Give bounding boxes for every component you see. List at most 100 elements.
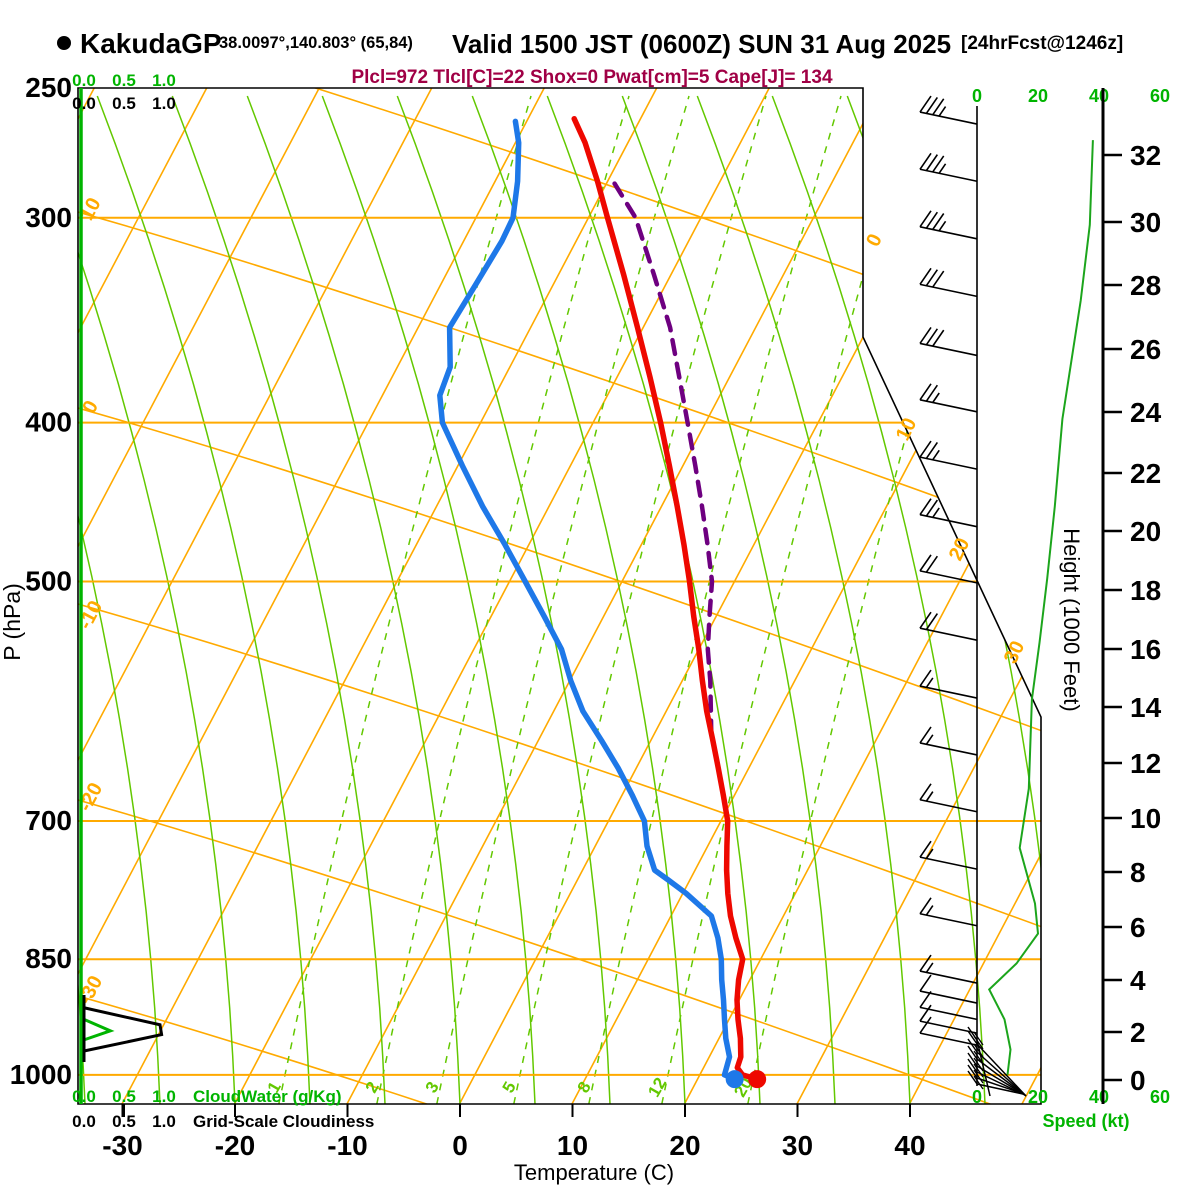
mixing-ratio-line [376, 95, 630, 1104]
height-tick-label: 2 [1130, 1017, 1146, 1048]
height-tick-label: 26 [1130, 334, 1161, 365]
height-axis-title: Height (1000 Feet) [1059, 528, 1084, 711]
wind-barb [919, 611, 978, 641]
cloud-scale-label: 0.5 [112, 94, 136, 113]
grid-label: 0 [862, 231, 887, 251]
temperature-tick-label: 30 [782, 1130, 813, 1161]
valid-time: Valid 1500 JST (0600Z) SUN 31 Aug 2025 [452, 29, 951, 59]
grid-label: 20 [945, 535, 975, 565]
mixing-ratio-line [278, 95, 532, 1104]
moist-adiabat-line [621, 95, 836, 1104]
cloud-scale-label: 0.0 [72, 71, 96, 90]
grid-label: 2 [362, 1078, 383, 1096]
cloud-scale-label: 1.0 [152, 1087, 176, 1106]
height-tick-label: 32 [1130, 140, 1161, 171]
cloud-scale-label: 0.5 [112, 1087, 136, 1106]
cloudwater-profile [83, 1018, 115, 1042]
cloud-scale-label: 1.0 [152, 71, 176, 90]
cloud-profiles [79, 88, 164, 1104]
station-bullet-icon [57, 36, 71, 50]
isotherm-line [571, 88, 1041, 1104]
wind-barb [919, 267, 978, 298]
moist-adiabat-line [321, 95, 536, 1104]
grid-label: 30 [1000, 638, 1030, 668]
pressure-tick-label: 1000 [10, 1059, 72, 1090]
grid-label: 5 [499, 1078, 520, 1096]
speed-axis-title: Speed (kt) [1042, 1111, 1129, 1131]
grid-label: 12 [644, 1074, 670, 1100]
dry-adiabat-line [78, 799, 1041, 1104]
pressure-tick-label: 250 [25, 72, 72, 103]
plot-border [77, 87, 1042, 1105]
wind-speed-curve [987, 140, 1094, 1076]
moist-adiabat-line [96, 95, 311, 1104]
station-coordinates: 38.0097°,140.803° (65,84) [219, 34, 413, 52]
temperature-tick-label: 0 [452, 1130, 468, 1161]
height-tick-label: 20 [1130, 516, 1161, 547]
speed-tick-label: 60 [1150, 86, 1170, 106]
temperature-tick-label: -30 [102, 1130, 142, 1161]
wind-barb [919, 726, 978, 756]
moist-adiabat-line [771, 95, 986, 1104]
height-tick-label: 10 [1130, 803, 1161, 834]
cloud-scale-label: 0.5 [112, 71, 136, 90]
mixing-ratio-line [747, 95, 1001, 1104]
parcel-curve [610, 179, 715, 737]
height-tick-label: 14 [1130, 692, 1162, 723]
height-tick-label: 24 [1130, 397, 1162, 428]
wind-barb [919, 974, 978, 1004]
temperature-tick-label: -10 [327, 1130, 367, 1161]
height-tick-label: 6 [1130, 912, 1146, 943]
temperature-tick-label: -20 [215, 1130, 255, 1161]
isotherm-line [346, 88, 883, 1104]
wind-barb [919, 990, 978, 1021]
wind-barb [919, 1016, 978, 1046]
moist-adiabat-line [396, 95, 611, 1104]
cloud-scale-label: 1.0 [152, 1112, 176, 1131]
height-tick-label: 30 [1130, 207, 1161, 238]
moist-adiabat-line [78, 95, 161, 1104]
height-tick-label: 12 [1130, 748, 1161, 779]
isotherm-line [78, 88, 545, 1104]
temperature-axis-title: Temperature (C) [514, 1160, 674, 1185]
pressure-tick-label: 500 [25, 565, 72, 596]
isotherm-line [78, 88, 433, 1104]
speed-tick-label: 20 [1028, 86, 1048, 106]
cloud-scale-label: 0.0 [72, 1087, 96, 1106]
speed-tick-label: 40 [1089, 86, 1109, 106]
pressure-tick-label: 700 [25, 805, 72, 836]
speed-tick-label: 40 [1089, 1087, 1109, 1107]
surface-dewpoint-dot [725, 1070, 744, 1089]
height-tick-label: 22 [1130, 458, 1161, 489]
isotherm-line [683, 88, 1041, 1104]
station-name: KakudaGP [80, 28, 222, 59]
moist-adiabat-line [546, 95, 761, 1104]
cloudwater-legend: CloudWater (g/Kg) [193, 1087, 342, 1106]
isotherm-line [121, 88, 658, 1104]
wind-barb [919, 954, 978, 984]
dry-adiabat-line [78, 211, 1041, 537]
cloudiness-profile [83, 1006, 164, 1053]
sounding-profiles [437, 115, 767, 1089]
mixing-ratio-line [513, 95, 767, 1104]
cloud-scale-label: 1.0 [152, 94, 176, 113]
grid-label: 10 [892, 415, 922, 445]
wind-barb [919, 383, 978, 413]
dewpoint-curve [437, 118, 738, 1082]
isotherm-line [1021, 88, 1041, 1104]
surface-wind-barb-fan [967, 1026, 1027, 1097]
wind-barb [919, 498, 978, 528]
height-tick-label: 0 [1130, 1065, 1146, 1096]
wind-barb [919, 1004, 978, 1034]
pressure-axis-title: P (hPa) [0, 583, 25, 661]
isotherm-line [908, 88, 1041, 1104]
dry-adiabat-line [78, 407, 1041, 733]
sounding-indices: Plcl=972 Tlcl[C]=22 Shox=0 Pwat[cm]=5 Ca… [351, 67, 832, 88]
wind-barb [919, 327, 978, 357]
wind-barb [919, 783, 978, 813]
moist-adiabat-line [171, 95, 386, 1104]
temperature-tick-label: 40 [894, 1130, 925, 1161]
pressure-tick-label: 300 [25, 202, 72, 233]
